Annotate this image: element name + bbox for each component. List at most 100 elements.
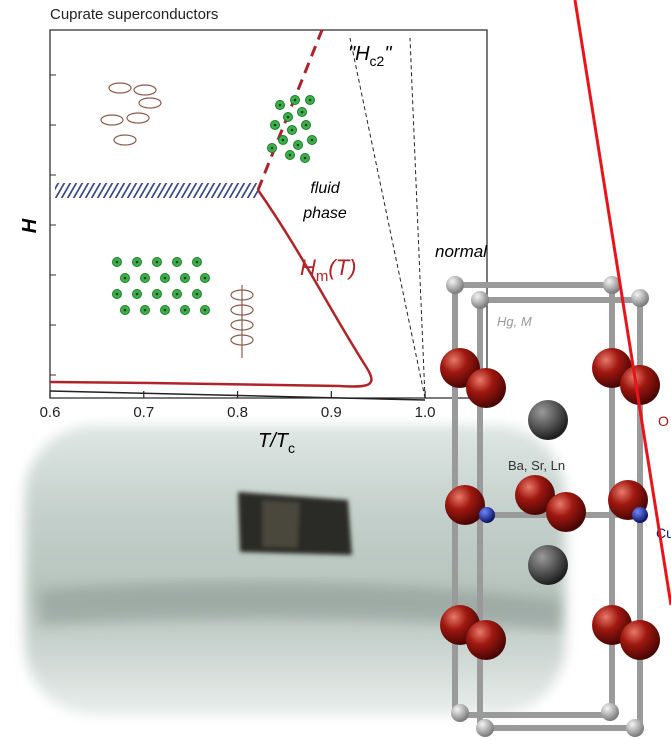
vortex-loop [138,97,162,109]
hg-atom [471,291,489,309]
hg-atom [601,703,619,721]
melting-line [49,189,373,388]
hm-main: H [300,255,316,280]
vortex-core [143,276,147,280]
cu-atom [479,507,495,523]
x-axis-label-main: T/T [258,430,290,452]
vortex-core [308,98,312,102]
hc2-sub: c2 [370,53,385,69]
o-atom [466,620,506,660]
vortex-core [278,103,282,107]
vortex-loop [100,114,124,126]
vortex-core [290,128,294,132]
vortex-core [300,110,304,114]
red-line [573,0,671,606]
crystal-structure: Hg, M Ba, Sr, Ln O Cu [440,276,671,737]
vortex-core [203,308,207,312]
o-label: O [658,413,669,429]
hg-label: Hg, M [497,314,532,329]
sample-photo [25,425,565,715]
vortex-loop [133,84,157,96]
o-atom [620,365,660,405]
x-tick-label: 0.8 [227,404,248,421]
fluid-label: fluid [310,180,340,197]
vortex-core [195,260,199,264]
hc2-label: "Hc2" [348,43,392,69]
vortex-core [155,292,159,296]
plot: Cuprate superconductors H T/Tc "Hc2" flu… [19,6,488,456]
normal-label: normal [435,242,488,261]
vortex-core [143,308,147,312]
vortex-core [115,292,119,296]
title: Cuprate superconductors [50,6,218,23]
vortex-core [123,276,127,280]
vortex-core [123,308,127,312]
vortex-core [175,292,179,296]
vortex-stack [230,289,254,301]
o-atom [466,368,506,408]
vortex-stack [230,319,254,331]
vortex-stack [230,334,254,346]
x-axis-label-sub: c [288,440,295,456]
hg-atom [476,719,494,737]
x-tick-label: 0.7 [133,404,154,421]
x-tick-label: 0.6 [40,404,61,421]
vortex-core [203,276,207,280]
x-tick-label: 1.0 [415,404,436,421]
vortex-loop [126,112,150,124]
hm-end: (T) [328,255,356,280]
vortex-stack [230,304,254,316]
phase-label: phase [302,205,347,222]
hm-sub: m [316,268,329,285]
vortex-core [270,146,274,150]
o-atom [620,620,660,660]
hg-atom [626,719,644,737]
ba-atom [528,545,568,585]
hg-atom [451,704,469,722]
vortex-loop [113,134,137,146]
x-axis-label: T/Tc [258,430,295,456]
vortex-core [293,98,297,102]
vortex-core [310,138,314,142]
melting-line-extrapolated [256,29,324,191]
vortex-core [115,260,119,264]
vortex-core [281,138,285,142]
vortex-glass-band [55,183,258,198]
hc2-lines [349,37,426,399]
vortex-sketches [100,82,317,358]
vortex-core [155,260,159,264]
vortex-loop [108,82,132,94]
hc2-close: " [384,43,392,65]
hg-atom [446,276,464,294]
o-atom [445,485,485,525]
vortex-core [163,276,167,280]
hg-atom [631,289,649,307]
vortex-core [175,260,179,264]
vortex-core [303,156,307,160]
plot-frame [49,29,488,399]
hg-atom [603,276,621,294]
hc2-open: "H [348,43,370,65]
ba-label: Ba, Sr, Ln [508,458,565,473]
vortex-core [296,143,300,147]
vortex-core [135,292,139,296]
o-atom [546,492,586,532]
y-minor-ticks [50,74,56,376]
vortex-core [286,115,290,119]
vortex-core [183,308,187,312]
x-tick-label: 0.9 [321,404,342,421]
y-axis-label: H [19,218,41,233]
x-axis: 0.6 0.7 0.8 0.9 1.0 [40,391,436,421]
vortex-core [304,123,308,127]
ba-atom [528,400,568,440]
vortex-core [273,123,277,127]
vortex-core [288,153,292,157]
hm-label: Hm(T) [300,255,356,285]
cu-atom [632,507,648,523]
vortex-core [183,276,187,280]
vortex-core [135,260,139,264]
vortex-core [195,292,199,296]
vortex-core [163,308,167,312]
